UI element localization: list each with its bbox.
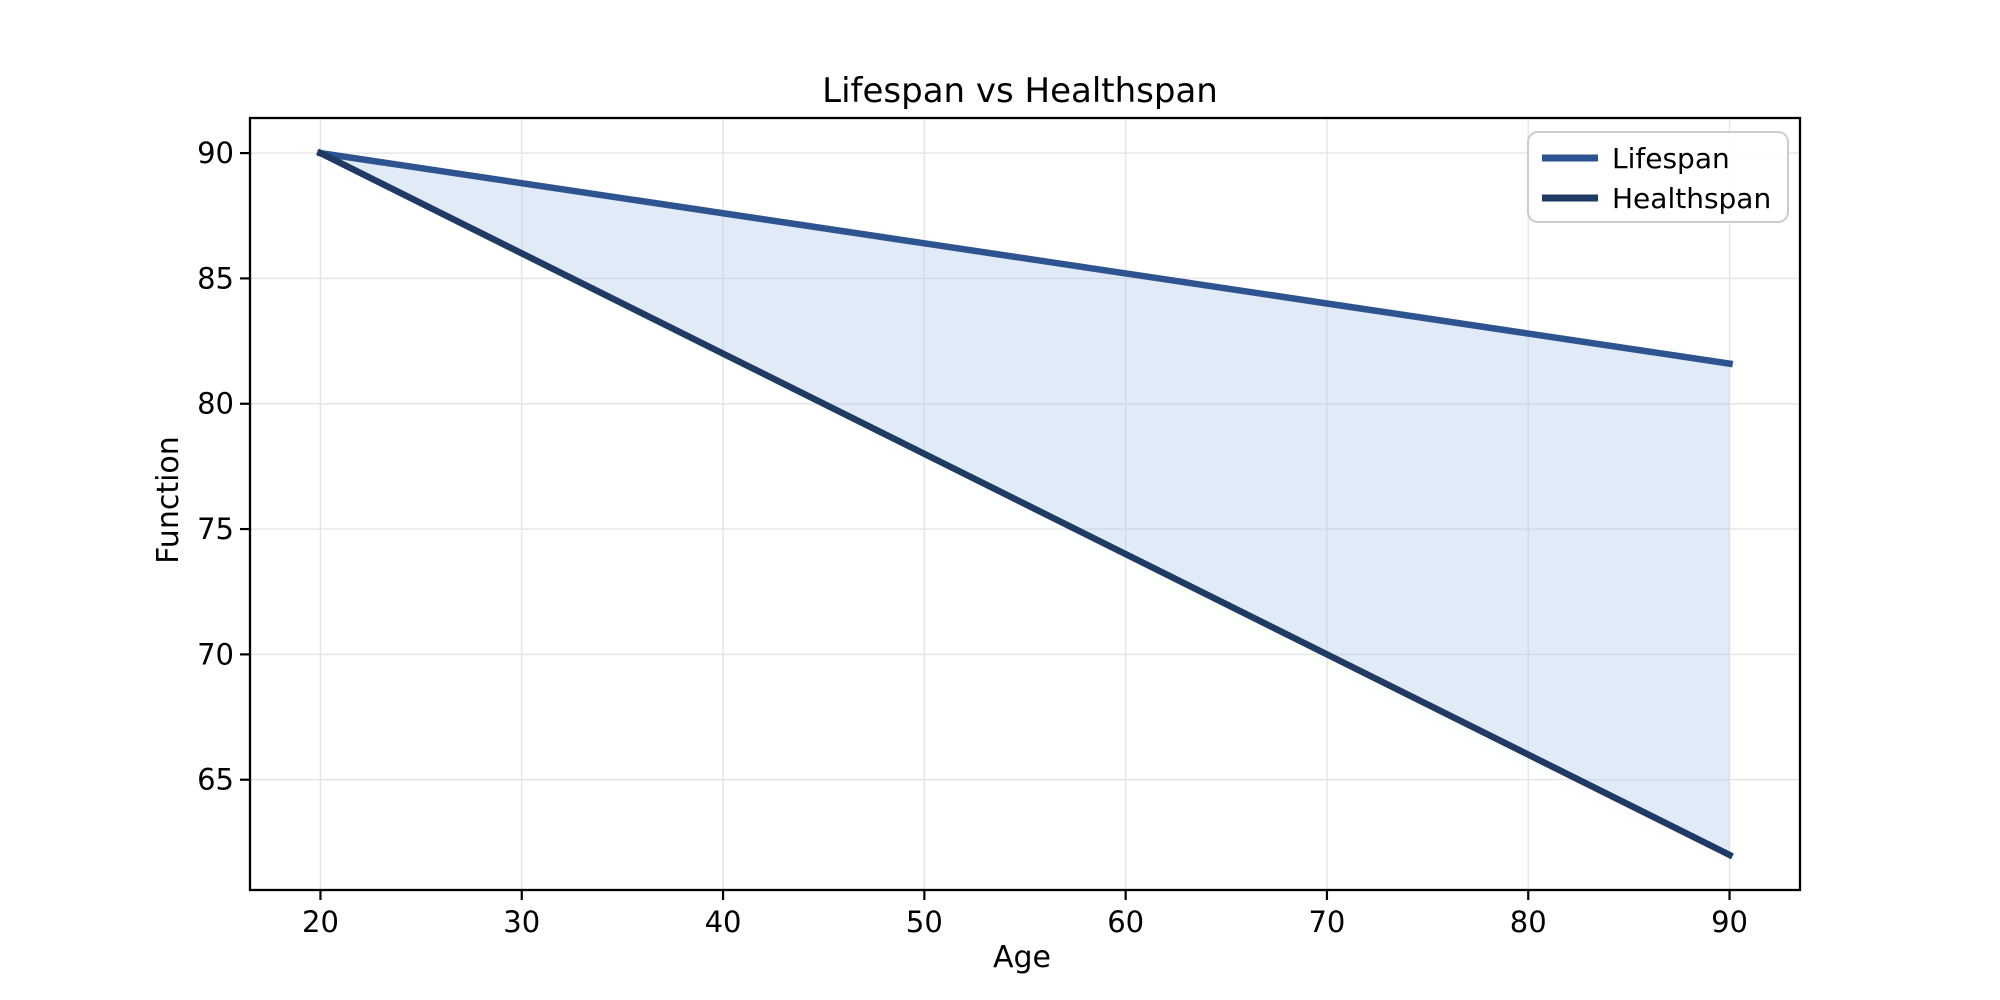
x-tick-label: 60 [1107,905,1144,939]
y-axis-label: Function [151,436,186,564]
x-tick-label: 20 [302,905,339,939]
y-tick-label: 65 [197,763,234,797]
y-tick-label: 90 [197,136,234,170]
x-tick-label: 40 [705,905,742,939]
x-tick-label: 30 [503,905,540,939]
y-tick-label: 85 [197,261,234,295]
chart-title: Lifespan vs Healthspan [822,71,1218,111]
fill-between-area [320,153,1730,855]
lifespan-line [316,149,1734,368]
plot-border [248,116,1802,892]
x-axis-label: Age [993,940,1051,975]
y-tick-label: 70 [197,637,234,671]
fill-layer [320,153,1730,855]
x-tick-label: 50 [906,905,943,939]
healthspan-line [316,148,1734,860]
y-tick-label: 80 [197,387,234,421]
axis-layer: 20 30 40 50 60 70 80 90 65 70 75 80 85 90 [197,136,1748,939]
x-tick-label: 70 [1308,905,1345,939]
legend: Lifespan Healthspan [1527,131,1789,223]
y-tick-label: 75 [197,512,234,546]
x-tick-label: 80 [1510,905,1547,939]
legend-label-lifespan: Lifespan [1612,142,1730,175]
legend-label-healthspan: Healthspan [1612,182,1771,215]
x-tick-label: 90 [1711,905,1748,939]
series-layer [316,148,1734,860]
